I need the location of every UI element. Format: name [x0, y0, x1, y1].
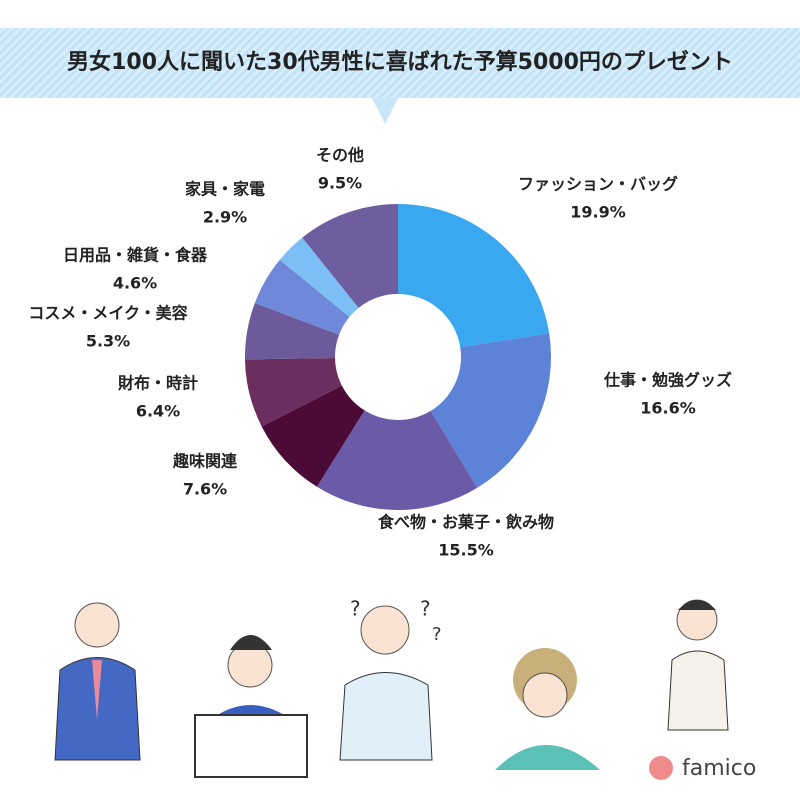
donut-slice	[279, 237, 359, 317]
svg-text:?: ?	[432, 624, 442, 645]
man-sweater	[667, 599, 729, 731]
banner-pointer	[372, 98, 398, 124]
donut-slice	[430, 333, 551, 488]
slice-value-label: 4.6%	[113, 274, 157, 293]
slice-value-label: 16.6%	[640, 399, 696, 418]
donut-slice	[245, 302, 340, 360]
svg-text:?: ?	[420, 597, 431, 621]
slice-value-label: 5.3%	[86, 332, 130, 351]
slice-label: その他	[316, 146, 364, 165]
man-thinking: ? ? ?	[339, 597, 442, 761]
woman-glasses	[495, 648, 600, 770]
title-banner	[0, 28, 800, 98]
slice-label: 仕事・勉強グッズ	[603, 371, 732, 390]
slice-value-label: 9.5%	[318, 174, 362, 193]
slice-label: 財布・時計	[118, 374, 198, 393]
donut-slice	[254, 259, 350, 335]
illustrations: ? ? ? famico	[54, 597, 756, 781]
donut-slice	[245, 358, 342, 427]
slice-label: ファッション・バッグ	[518, 175, 678, 194]
logo-icon	[649, 756, 673, 780]
donut-slice	[316, 410, 478, 510]
slice-value-label: 15.5%	[438, 541, 494, 560]
slice-label: 趣味関連	[172, 452, 238, 471]
donut-chart: ファッション・バッグ 19.9% 仕事・勉強グッズ 16.6% 食べ物・お菓子・飲み物 1…	[28, 146, 732, 560]
slice-label: 日用品・雑貨・食器	[63, 246, 208, 265]
svg-text:?: ?	[350, 597, 361, 621]
slice-label: コスメ・メイク・美容	[28, 304, 187, 323]
slice-value-label: 6.4%	[136, 402, 180, 421]
slice-label: 食べ物・お菓子・飲み物	[377, 513, 554, 532]
man-suit	[54, 602, 141, 761]
slice-label: 家具・家電	[185, 180, 265, 199]
donut-slice	[261, 385, 365, 487]
slice-value-label: 2.9%	[203, 208, 247, 227]
logo: famico	[682, 756, 756, 781]
chart-title: 男女100人に聞いた30代男性に喜ばれた予算5000円のプレゼント	[67, 49, 733, 75]
slice-value-label: 19.9%	[570, 203, 626, 222]
slice-value-label: 7.6%	[183, 480, 227, 499]
donut-slice	[302, 204, 398, 308]
man-sign	[194, 635, 308, 778]
donut-slice	[398, 204, 550, 348]
